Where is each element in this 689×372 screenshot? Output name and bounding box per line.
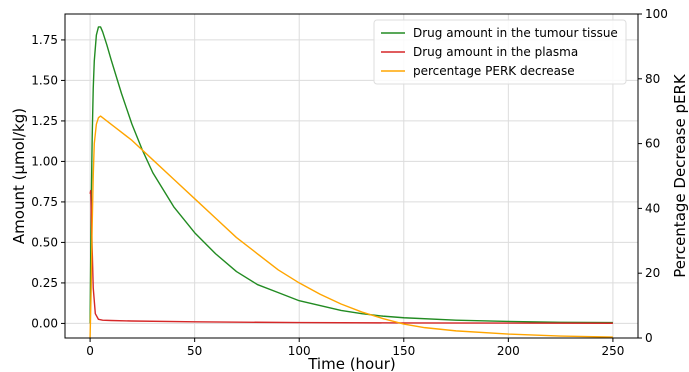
y-tick-label: 0.75 [31, 195, 58, 209]
y2-tick-label: 60 [645, 137, 660, 151]
series-lines [89, 26, 613, 339]
series-line-perk [89, 115, 613, 339]
x-tick-label: 50 [187, 344, 202, 358]
y-axis-right: 0 20 40 60 80 100 [638, 7, 668, 345]
legend-label-plasma: Drug amount in the plasma [413, 45, 578, 59]
x-tick-label: 150 [392, 344, 415, 358]
x-axis: 0 50 100 150 200 250 [86, 338, 624, 358]
y2-tick-label: 20 [645, 266, 660, 280]
plot-frame [64, 13, 639, 339]
y2-tick-label: 0 [645, 331, 653, 345]
legend-label-perk: percentage PERK decrease [413, 64, 575, 78]
x-tick-label: 200 [497, 344, 520, 358]
y2-tick-label: 100 [645, 7, 668, 21]
y-tick-label: 1.50 [31, 73, 58, 87]
series-line-tumour [89, 26, 613, 324]
series-line-plasma [89, 189, 613, 324]
y-tick-label: 1.25 [31, 114, 58, 128]
y-tick-label: 1.75 [31, 33, 58, 47]
y-axis-label: Amount (μmol/kg) [10, 108, 28, 244]
y-tick-label: 0.00 [31, 316, 58, 330]
y-axis-left: 0.00 0.25 0.50 0.75 1.00 1.25 1.50 1.75 [31, 33, 65, 330]
x-tick-label: 100 [288, 344, 311, 358]
y2-axis-label: Percentage Decrease pERK [671, 73, 689, 278]
legend: Drug amount in the tumour tissue Drug am… [373, 19, 627, 85]
x-axis-label: Time (hour) [307, 355, 396, 372]
y-tick-label: 1.00 [31, 154, 58, 168]
x-tick-label: 250 [601, 344, 624, 358]
legend-box [373, 19, 627, 85]
y2-tick-label: 80 [645, 72, 660, 86]
legend-label-tumour: Drug amount in the tumour tissue [413, 26, 618, 40]
x-tick-label: 0 [86, 344, 94, 358]
y2-tick-label: 40 [645, 201, 660, 215]
y-tick-label: 0.25 [31, 276, 58, 290]
y-tick-label: 0.50 [31, 235, 58, 249]
